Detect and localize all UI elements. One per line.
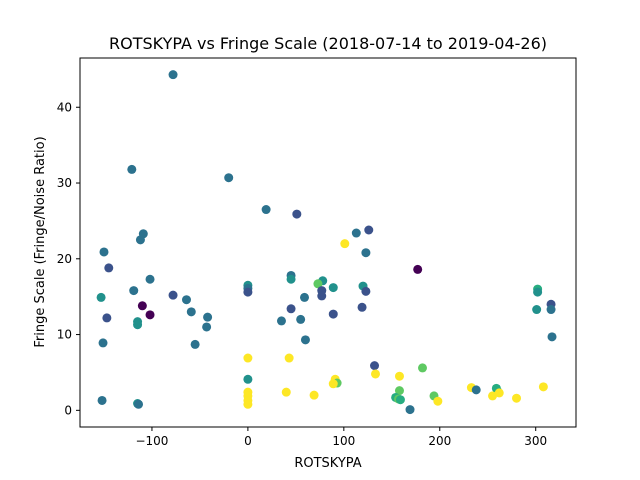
data-point [370, 361, 380, 371]
data-point [533, 287, 543, 297]
data-point [276, 316, 286, 326]
data-point [102, 313, 112, 323]
data-point [98, 338, 108, 348]
data-point [281, 387, 291, 397]
x-tick-label: 0 [244, 434, 252, 448]
data-point [261, 205, 271, 215]
data-point [417, 363, 427, 373]
x-tick-label: −100 [135, 434, 168, 448]
data-point [129, 286, 139, 296]
data-point [394, 371, 404, 381]
plot-frame [79, 57, 577, 428]
data-point [104, 263, 114, 273]
data-point [97, 395, 107, 405]
data-point [395, 395, 405, 405]
data-point [243, 399, 253, 409]
data-point [313, 279, 323, 289]
data-point [127, 164, 137, 174]
data-point [494, 388, 504, 398]
data-point [186, 307, 196, 317]
data-point [364, 225, 374, 235]
data-point [300, 335, 310, 345]
data-point [284, 353, 294, 363]
data-point [546, 305, 556, 315]
data-point [357, 302, 367, 312]
y-axis: 0 10 20 30 40 [57, 100, 80, 417]
data-point [181, 295, 191, 305]
data-point [243, 374, 253, 384]
y-tick-label: 20 [57, 252, 72, 266]
plot-background [80, 58, 576, 427]
data-point [299, 292, 309, 302]
data-point [145, 274, 155, 284]
data-point [547, 332, 557, 342]
x-tick-label: 100 [332, 434, 355, 448]
points-layer [96, 70, 557, 415]
data-point [203, 312, 213, 322]
data-point [286, 274, 296, 284]
x-axis-label: ROTSKYPA [294, 456, 361, 471]
data-point [286, 304, 296, 314]
data-point [168, 290, 178, 300]
data-point [433, 396, 443, 406]
y-tick-label: 10 [57, 328, 72, 342]
y-axis-label: Fringe Scale (Fringe/Noise Ratio) [33, 136, 48, 347]
data-point [351, 228, 361, 238]
data-point [361, 286, 371, 296]
data-point [512, 393, 522, 403]
data-point [224, 173, 234, 183]
data-point [471, 385, 481, 395]
data-point [413, 264, 423, 274]
y-tick-label: 30 [57, 176, 72, 190]
data-point [202, 322, 212, 332]
data-point [96, 292, 106, 302]
data-point [134, 399, 144, 409]
data-point [190, 339, 200, 349]
x-axis: −100 0 100 200 300 [135, 427, 547, 448]
data-point [292, 209, 302, 219]
data-point [488, 391, 498, 401]
data-point [328, 283, 338, 293]
data-point [99, 247, 109, 257]
data-point [361, 248, 371, 258]
data-point [145, 310, 155, 320]
data-point [243, 287, 253, 297]
data-point [243, 353, 253, 363]
plot-area [79, 57, 577, 428]
data-point [135, 235, 145, 245]
data-point [370, 369, 380, 379]
data-point [168, 70, 178, 80]
data-point [405, 405, 415, 415]
data-point [137, 301, 147, 311]
x-tick-label: 200 [428, 434, 451, 448]
data-point [296, 314, 306, 324]
data-point [328, 379, 338, 389]
data-point [317, 291, 327, 301]
data-point [309, 390, 319, 400]
data-point [538, 382, 548, 392]
data-point [394, 386, 404, 396]
data-point [340, 239, 350, 249]
data-point [133, 320, 143, 330]
y-tick-label: 40 [57, 100, 72, 114]
data-point [532, 305, 542, 315]
chart-title: ROTSKYPA vs Fringe Scale (2018-07-14 to … [109, 34, 547, 53]
x-tick-label: 300 [524, 434, 547, 448]
y-tick-label: 0 [64, 403, 72, 417]
data-point [328, 309, 338, 319]
